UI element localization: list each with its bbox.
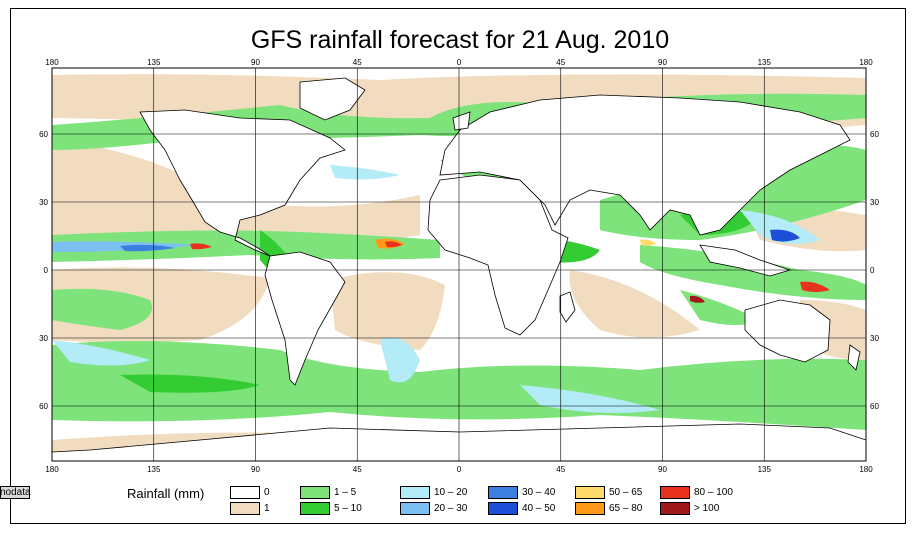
lon-tick-label: 45 [556, 465, 565, 474]
legend-label: nodata [0, 487, 31, 498]
lat-tick-label: 60 [870, 130, 879, 139]
axis-ticks: 180 180 135 135 90 90 45 45 0 0 45 45 90 90 135 135 180 1… [39, 58, 879, 474]
lon-tick-label: 180 [45, 58, 59, 67]
lon-tick-label: 135 [147, 465, 161, 474]
greenland [299, 77, 366, 121]
lon-tick-label: 135 [147, 58, 161, 67]
australia [744, 299, 831, 363]
north-america [139, 109, 346, 257]
legend-label: > 100 [694, 503, 720, 514]
lon-tick-label: 90 [251, 465, 260, 474]
legend-title: Rainfall (mm) [127, 486, 205, 501]
south-america [264, 251, 346, 386]
legend-swatch [660, 502, 690, 515]
legend-swatch [400, 486, 430, 499]
lon-tick-label: 135 [758, 58, 772, 67]
legend-label: 40 – 50 [522, 503, 556, 514]
lon-tick-label: 90 [251, 58, 260, 67]
graticule [52, 68, 866, 461]
legend-label: 1 [264, 503, 270, 514]
lon-tick-label: 135 [758, 465, 772, 474]
lat-tick-label: 0 [870, 266, 875, 275]
legend-swatch [300, 502, 330, 515]
legend-swatch [488, 486, 518, 499]
lon-tick-label: 0 [457, 465, 462, 474]
lon-tick-label: 90 [658, 58, 667, 67]
lat-tick-label: 0 [44, 266, 49, 275]
lat-tick-label: 60 [870, 402, 879, 411]
lat-tick-label: 60 [39, 130, 48, 139]
lon-tick-label: 45 [353, 465, 362, 474]
lon-tick-label: 45 [353, 58, 362, 67]
lon-tick-label: 0 [457, 58, 462, 67]
legend-label: 1 – 5 [334, 487, 357, 498]
legend-label: 65 – 80 [609, 503, 643, 514]
british-isles [452, 111, 471, 131]
madagascar [559, 291, 576, 323]
legend-label: 0 [264, 487, 270, 498]
legend-swatch [660, 486, 690, 499]
maritime-continent [699, 244, 792, 277]
lat-tick-label: 60 [39, 402, 48, 411]
legend-swatch [400, 502, 430, 515]
lat-tick-label: 30 [39, 198, 48, 207]
lon-tick-label: 180 [45, 465, 59, 474]
lon-tick-label: 45 [556, 58, 565, 67]
new-zealand [847, 344, 861, 371]
figure-frame [10, 8, 906, 524]
legend-swatch [0, 486, 30, 499]
lat-tick-label: 30 [870, 334, 879, 343]
legend-label: 5 – 10 [334, 503, 362, 514]
lat-tick-label: 30 [870, 198, 879, 207]
legend-swatch [300, 486, 330, 499]
legend-swatch [230, 502, 260, 515]
legend-label: 30 – 40 [522, 487, 556, 498]
lat-tick-label: 30 [39, 334, 48, 343]
legend-swatch [230, 486, 260, 499]
legend-label: 10 – 20 [434, 487, 468, 498]
legend-label: 80 – 100 [694, 487, 733, 498]
lon-tick-label: 180 [859, 58, 873, 67]
legend-label: 20 – 30 [434, 503, 468, 514]
legend-swatch [575, 502, 605, 515]
legend-label: 50 – 65 [609, 487, 643, 498]
lon-tick-label: 90 [658, 465, 667, 474]
map-border [51, 67, 867, 462]
legend-swatch [488, 502, 518, 515]
eurasia [439, 94, 851, 236]
lon-tick-label: 180 [859, 465, 873, 474]
map-title: GFS rainfall forecast for 21 Aug. 2010 [250, 26, 670, 54]
legend-swatch [575, 486, 605, 499]
